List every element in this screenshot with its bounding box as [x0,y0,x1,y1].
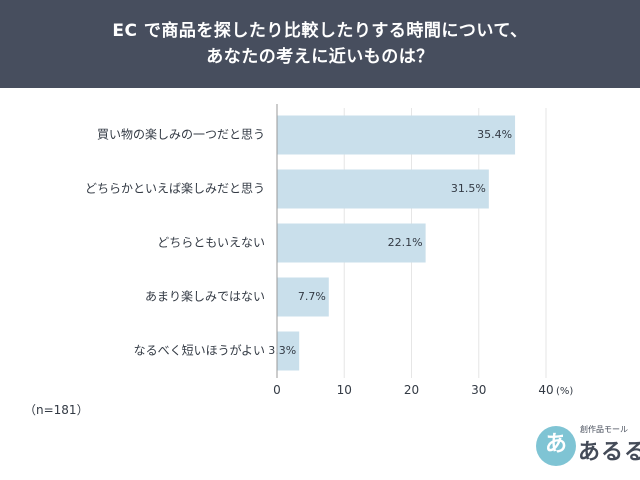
category-label: どちらかといえば楽しみだと思う [85,182,265,196]
x-tick-label: 40 [538,383,553,397]
bar [277,331,300,371]
bar [277,223,426,263]
category-label: なるべく短いほうがよい [134,343,265,358]
data-label: 3.3% [268,344,296,357]
chart-title-line-1: EC で商品を探したり比較したりする時間について、 [112,21,528,41]
sample-size-note: （n=181） [24,403,89,417]
bar [277,115,516,155]
x-axis-unit: (%) [556,386,573,397]
logo-wordmark: あるる [578,440,640,465]
data-label: 22.1% [388,236,423,249]
chart-title-line-2: あなたの考えに近いものは？ [206,47,434,67]
chart-title: EC で商品を探したり比較したりする時間について、 あなたの考えに近いものは？ [0,0,640,88]
logo-badge: あ [536,426,576,466]
x-tick-label: 10 [337,383,352,397]
bar [277,277,329,317]
bar [277,169,489,209]
data-label: 35.4% [477,128,512,141]
logo-subtitle: 創作品モール [580,425,628,434]
data-label: 31.5% [451,182,486,195]
brand-logo: あ 創作品モール あるる [534,420,640,476]
category-label: どちらともいえない [157,236,265,250]
category-label: あまり楽しみではない [145,290,265,304]
data-label: 7.7% [298,290,326,303]
bar-chart: 買い物の楽しみの一つだと思う 35.4% どちらかといえば楽しみだと思う 31.5% ど… [85,104,573,397]
x-tick-label: 20 [404,383,419,397]
x-tick-label: 0 [273,383,281,397]
category-label: 買い物の楽しみの一つだと思う [97,128,265,142]
x-tick-label: 30 [471,383,486,397]
